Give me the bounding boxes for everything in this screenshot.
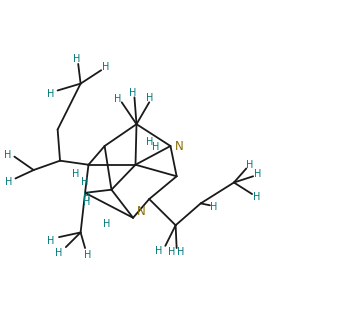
Text: H: H [81,177,89,187]
Text: H: H [4,150,11,160]
Text: H: H [168,247,176,257]
Text: H: H [114,94,121,104]
Text: H: H [152,142,160,152]
Text: H: H [83,192,90,202]
Text: H: H [246,160,253,170]
Text: H: H [55,248,63,258]
Text: H: H [103,219,110,229]
Text: N: N [175,139,183,153]
Text: H: H [145,93,153,103]
Text: H: H [73,54,81,64]
Text: H: H [84,250,91,260]
Text: H: H [102,62,109,72]
Text: H: H [47,236,55,246]
Text: H: H [254,169,262,179]
Text: H: H [155,246,162,256]
Text: H: H [5,177,12,187]
Text: H: H [47,89,55,99]
Text: H: H [177,247,185,257]
Text: H: H [253,192,260,202]
Text: H: H [83,197,90,207]
Text: H: H [145,137,153,147]
Text: H: H [72,169,80,179]
Text: N: N [137,205,146,218]
Text: H: H [210,202,217,212]
Text: H: H [129,88,137,98]
